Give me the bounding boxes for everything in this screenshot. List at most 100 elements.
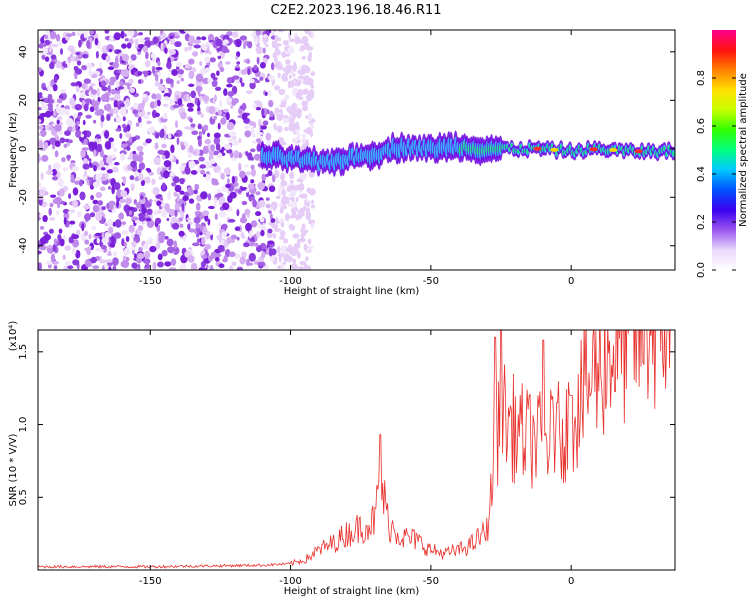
y-tick-label: 20 [18, 94, 29, 107]
noise-speck [195, 202, 201, 211]
noise-speck [164, 47, 168, 54]
noise-speck [182, 235, 187, 242]
noise-speck [261, 108, 265, 117]
noise-speck [138, 32, 144, 36]
noise-speck [189, 144, 194, 154]
noise-speck [147, 127, 155, 134]
noise-speck [204, 173, 212, 181]
noise-speck [214, 213, 218, 220]
noise-speck [127, 84, 131, 90]
noise-speck [53, 162, 61, 171]
noise-speck [79, 191, 86, 201]
noise-speck [178, 217, 183, 222]
noise-speck [54, 150, 59, 158]
noise-speck [198, 267, 204, 270]
noise-speck [278, 255, 282, 263]
noise-speck [44, 97, 49, 104]
noise-speck [238, 162, 242, 172]
x-tick-label: -50 [423, 276, 439, 287]
noise-speck [260, 125, 267, 130]
noise-speck [82, 119, 86, 126]
noise-speck [268, 99, 274, 108]
noise-speck [190, 90, 196, 99]
noise-speck [232, 75, 240, 80]
noise-speck [222, 202, 230, 211]
noise-speck [233, 253, 241, 260]
noise-speck [285, 247, 293, 253]
noise-speck [168, 267, 177, 270]
noise-speck [292, 264, 299, 270]
noise-speck [275, 220, 280, 224]
noise-speck [218, 263, 225, 269]
noise-speck [188, 228, 195, 233]
noise-speck [89, 177, 93, 186]
noise-speck [221, 231, 228, 237]
noise-speck [131, 241, 137, 247]
noise-speck [254, 243, 259, 248]
noise-speck [54, 140, 61, 147]
noise-speck [119, 80, 124, 88]
noise-speck [256, 138, 262, 143]
noise-speck [247, 152, 253, 161]
noise-speck [249, 78, 255, 84]
noise-speck [180, 111, 187, 120]
noise-speck [224, 48, 230, 53]
noise-speck [164, 236, 169, 240]
noise-speck [38, 125, 44, 130]
noise-speck [151, 178, 156, 186]
noise-speck [222, 258, 228, 263]
noise-speck [296, 240, 301, 249]
noise-speck [175, 61, 183, 67]
noise-speck [138, 79, 142, 84]
noise-speck [84, 170, 88, 177]
noise-speck [282, 40, 289, 46]
noise-speck [234, 67, 241, 72]
noise-speck [101, 86, 108, 92]
noise-speck [90, 73, 98, 79]
noise-speck [187, 45, 192, 51]
noise-speck [217, 62, 223, 69]
noise-speck [154, 81, 161, 87]
noise-speck [199, 61, 203, 66]
noise-speck [83, 204, 91, 210]
noise-speck [231, 99, 237, 106]
noise-speck [158, 85, 166, 92]
noise-speck [243, 242, 250, 248]
noise-speck [277, 30, 285, 33]
noise-speck [259, 217, 265, 223]
noise-speck [295, 127, 300, 135]
noise-speck [203, 124, 209, 132]
noise-speck [90, 30, 95, 35]
noise-speck [196, 232, 200, 238]
noise-speck [190, 170, 198, 175]
noise-speck [166, 217, 170, 222]
noise-speck [50, 61, 55, 65]
noise-speck [220, 173, 225, 180]
noise-speck [269, 255, 275, 262]
noise-speck [48, 44, 52, 53]
noise-speck [175, 91, 182, 96]
noise-speck [92, 265, 100, 269]
noise-speck [38, 119, 42, 123]
noise-speck [124, 38, 129, 42]
noise-speck [292, 63, 298, 72]
noise-speck [48, 228, 55, 234]
noise-speck [106, 202, 110, 209]
noise-speck [182, 195, 189, 202]
noise-speck [38, 43, 44, 49]
noise-speck [301, 229, 309, 234]
noise-speck [100, 80, 107, 87]
noise-speck [256, 132, 264, 136]
noise-speck [67, 154, 70, 162]
noise-speck [90, 212, 95, 218]
noise-speck [292, 233, 300, 239]
noise-speck [109, 242, 116, 248]
noise-speck [88, 161, 92, 167]
noise-speck [227, 137, 235, 142]
noise-speck [54, 124, 62, 132]
noise-speck [141, 206, 147, 215]
noise-speck [171, 182, 177, 187]
noise-speck [209, 57, 216, 63]
noise-speck [301, 100, 309, 107]
